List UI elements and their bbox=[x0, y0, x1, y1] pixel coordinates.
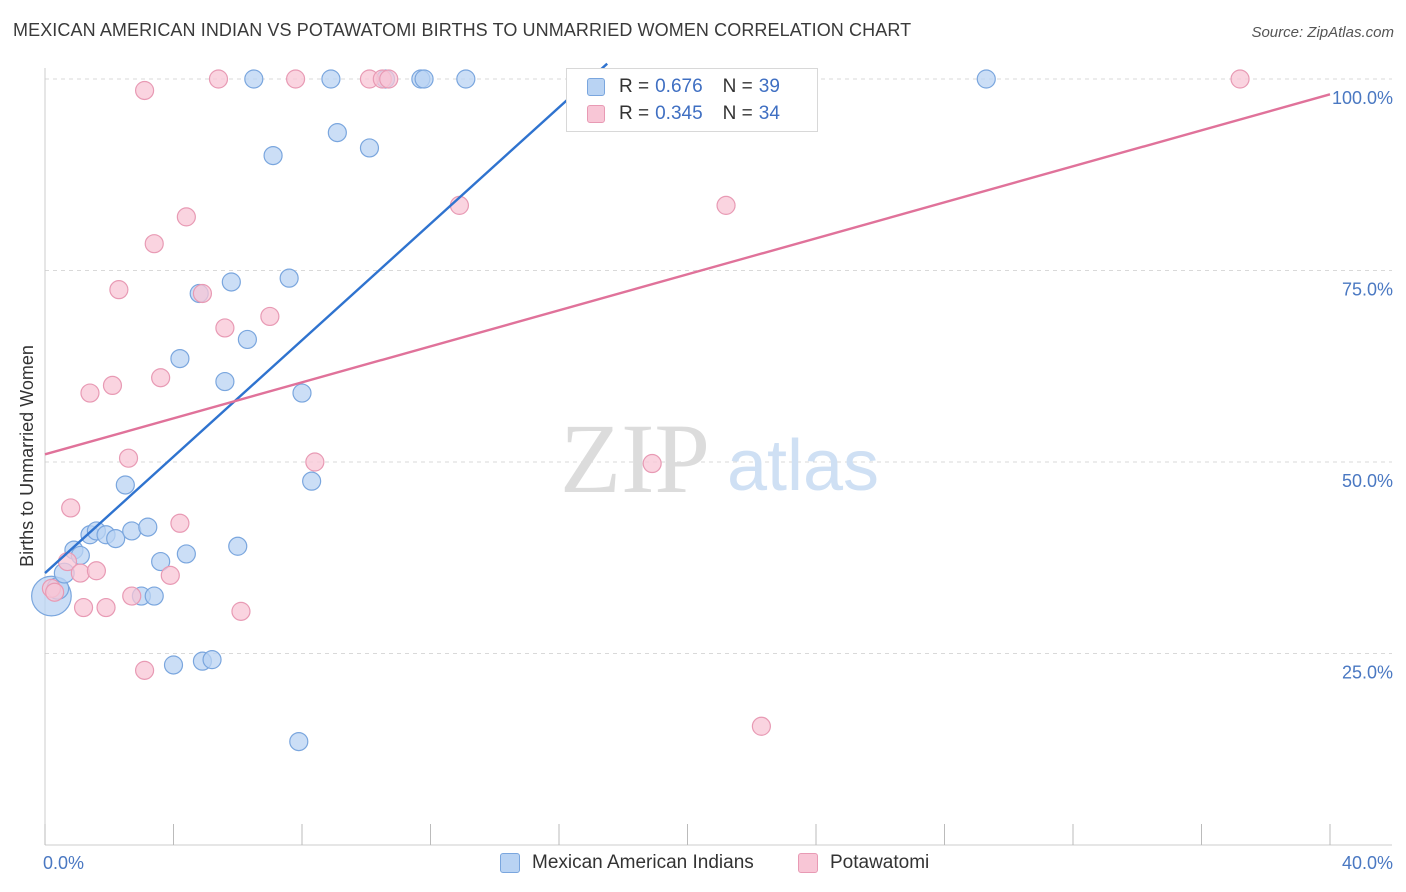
y-tick-label: 50.0% bbox=[1342, 471, 1393, 491]
legend-n-value: 39 bbox=[758, 76, 780, 97]
point-mexican-american-indians bbox=[359, 138, 380, 158]
point-mexican-american-indians bbox=[279, 268, 299, 288]
y-axis-label: Births to Unmarried Women bbox=[17, 345, 37, 567]
point-potawatomi bbox=[305, 452, 325, 472]
stats-legend: R = 0.676 N = 39 R = 0.345 N = 34 bbox=[566, 68, 818, 132]
trendline-mexican-american-indians bbox=[44, 62, 608, 574]
legend-swatch-blue bbox=[500, 853, 520, 873]
point-mexican-american-indians bbox=[327, 123, 347, 143]
point-mexican-american-indians bbox=[302, 471, 322, 491]
legend-n-label: N = bbox=[722, 103, 753, 124]
y-tick-label: 75.0% bbox=[1342, 280, 1393, 300]
legend-r-label: R = bbox=[619, 103, 650, 124]
point-potawatomi bbox=[160, 565, 180, 585]
point-potawatomi bbox=[208, 69, 229, 89]
point-potawatomi bbox=[170, 513, 190, 533]
point-potawatomi bbox=[231, 601, 251, 621]
chart-title: MEXICAN AMERICAN INDIAN VS POTAWATOMI BI… bbox=[13, 20, 912, 40]
point-mexican-american-indians bbox=[289, 731, 309, 752]
legend-item-mexican-american-indians: Mexican American Indians bbox=[500, 852, 754, 874]
point-mexican-american-indians bbox=[228, 536, 248, 556]
point-potawatomi bbox=[144, 234, 164, 254]
trendline-potawatomi bbox=[44, 93, 1331, 456]
point-mexican-american-indians bbox=[176, 544, 196, 564]
point-potawatomi bbox=[192, 283, 213, 304]
point-mexican-american-indians bbox=[170, 348, 190, 369]
point-potawatomi bbox=[122, 586, 142, 606]
point-mexican-american-indians bbox=[215, 371, 235, 392]
point-potawatomi bbox=[642, 453, 662, 474]
watermark-atlas: atlas bbox=[727, 426, 879, 506]
point-potawatomi bbox=[1230, 69, 1250, 89]
legend-n-value: 34 bbox=[758, 103, 780, 124]
y-tick-label: 100.0% bbox=[1332, 88, 1393, 108]
point-mexican-american-indians bbox=[321, 69, 341, 89]
point-mexican-american-indians bbox=[138, 517, 158, 537]
watermark: ZIP atlas bbox=[560, 403, 879, 514]
legend-swatch-pink bbox=[798, 853, 818, 873]
source-label: Source: ZipAtlas.com bbox=[1251, 24, 1394, 41]
legend-r-value: 0.345 bbox=[655, 103, 703, 124]
point-potawatomi bbox=[379, 69, 399, 89]
point-potawatomi bbox=[102, 375, 123, 395]
legend-item-potawatomi: Potawatomi bbox=[798, 852, 929, 874]
point-potawatomi bbox=[285, 69, 306, 89]
point-potawatomi bbox=[109, 280, 129, 300]
point-mexican-american-indians bbox=[221, 272, 241, 292]
point-potawatomi bbox=[215, 318, 235, 338]
point-mexican-american-indians bbox=[292, 383, 312, 403]
legend-n-label: N = bbox=[722, 76, 753, 97]
point-potawatomi bbox=[260, 306, 280, 327]
point-mexican-american-indians bbox=[202, 650, 222, 670]
point-mexican-american-indians bbox=[976, 69, 996, 89]
point-potawatomi bbox=[86, 561, 107, 581]
legend-row-mexican-american-indians: R = 0.676 N = 39 bbox=[587, 75, 780, 99]
point-potawatomi bbox=[176, 207, 196, 227]
point-mexican-american-indians bbox=[163, 655, 184, 675]
point-potawatomi bbox=[96, 597, 116, 618]
trend-lines bbox=[44, 62, 1331, 574]
y-tick-labels: 25.0% 50.0% 75.0% 100.0% bbox=[1332, 88, 1393, 683]
legend-swatch-pink bbox=[587, 105, 605, 123]
point-potawatomi bbox=[61, 498, 81, 518]
scatter-points bbox=[31, 69, 1250, 752]
watermark-zip: ZIP bbox=[560, 403, 710, 514]
gridlines bbox=[45, 78, 1392, 654]
point-potawatomi bbox=[134, 660, 155, 680]
point-potawatomi bbox=[151, 368, 171, 388]
point-mexican-american-indians bbox=[106, 528, 126, 549]
point-potawatomi bbox=[751, 716, 771, 736]
point-mexican-american-indians bbox=[237, 329, 257, 350]
point-potawatomi bbox=[45, 582, 65, 602]
point-potawatomi bbox=[118, 448, 139, 468]
point-potawatomi bbox=[70, 563, 90, 583]
point-mexican-american-indians bbox=[115, 475, 135, 495]
point-mexican-american-indians bbox=[122, 521, 142, 541]
point-mexican-american-indians bbox=[151, 551, 171, 572]
legend-label: Potawatomi bbox=[830, 852, 930, 873]
point-mexican-american-indians bbox=[263, 146, 283, 166]
y-tick-label: 25.0% bbox=[1342, 663, 1393, 683]
legend-label: Mexican American Indians bbox=[532, 852, 754, 873]
point-mexican-american-indians bbox=[456, 69, 476, 89]
legend-row-potawatomi: R = 0.345 N = 34 bbox=[587, 102, 780, 126]
point-potawatomi bbox=[73, 597, 94, 618]
point-mexican-american-indians bbox=[244, 69, 264, 89]
x-tick-label: 40.0% bbox=[1342, 853, 1393, 873]
point-potawatomi bbox=[80, 383, 100, 403]
legend-r-label: R = bbox=[619, 76, 650, 97]
point-potawatomi bbox=[716, 195, 736, 215]
series-legend: Mexican American Indians Potawatomi bbox=[0, 852, 1406, 878]
point-potawatomi bbox=[134, 80, 155, 101]
axes bbox=[44, 68, 1392, 846]
legend-r-value: 0.676 bbox=[655, 76, 703, 97]
legend-swatch-blue bbox=[587, 78, 605, 96]
point-mexican-american-indians bbox=[414, 69, 434, 89]
point-mexican-american-indians bbox=[144, 586, 164, 606]
x-tick-labels: 0.0% 40.0% bbox=[43, 853, 1393, 873]
x-tick-label: 0.0% bbox=[43, 853, 84, 873]
